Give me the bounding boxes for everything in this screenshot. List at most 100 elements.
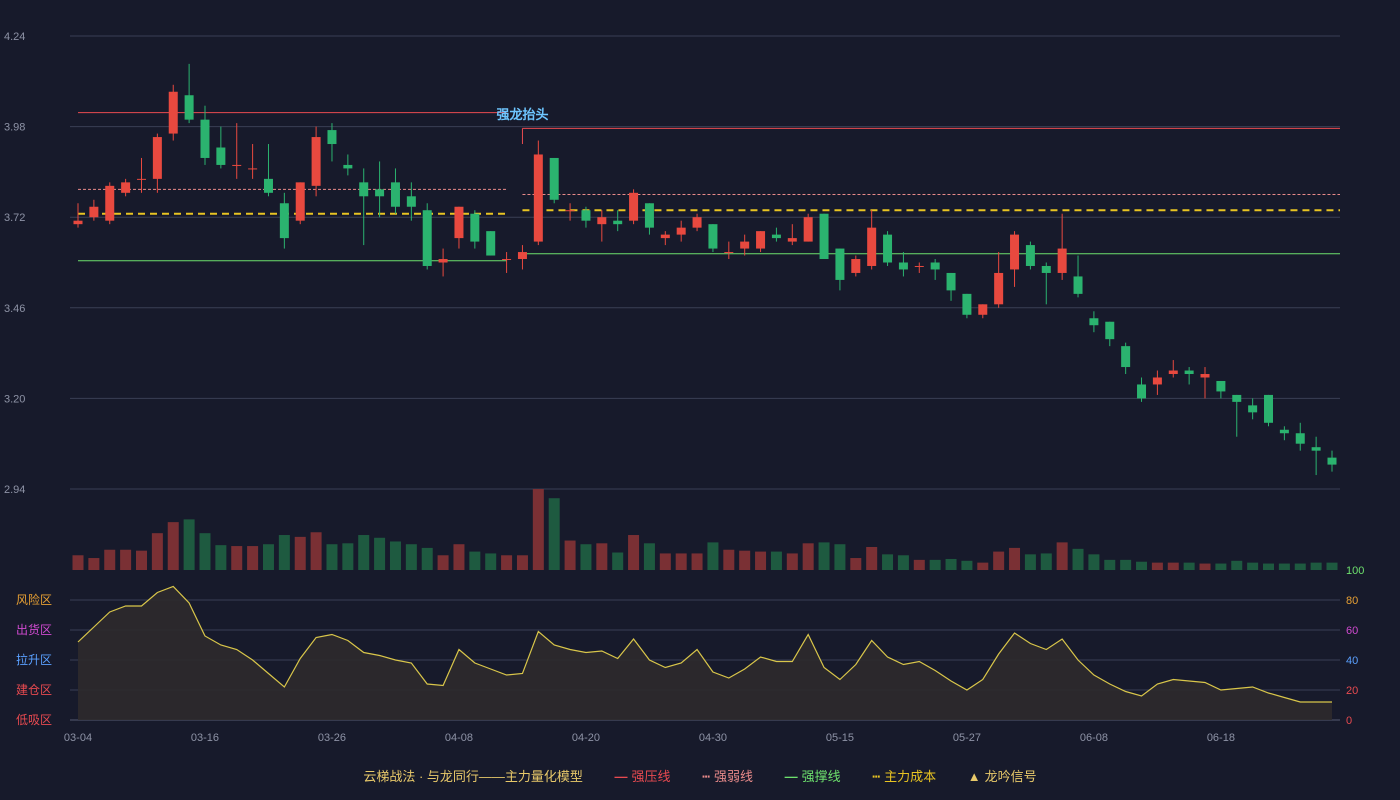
volume-bar <box>1040 553 1052 570</box>
candle-body <box>1232 394 1242 402</box>
candle-body <box>565 210 575 212</box>
volume-bar <box>453 544 465 570</box>
volume-bar <box>135 550 147 570</box>
volume-bar <box>993 551 1005 570</box>
candle-body <box>184 95 194 120</box>
volume-bar <box>358 535 370 570</box>
volume-bar <box>770 551 782 570</box>
price-tick-label: 4.24 <box>4 31 25 43</box>
volume-bar <box>501 555 513 570</box>
volume-bar <box>897 555 909 570</box>
volume-bar <box>1231 560 1243 570</box>
volume-bar <box>88 558 100 570</box>
candle-body <box>740 241 750 249</box>
candle-body <box>200 119 210 158</box>
candle-body <box>660 234 670 239</box>
candle-body <box>136 178 146 180</box>
annotation-label: 强龙抬头 <box>496 107 548 122</box>
volume-bar <box>818 542 830 570</box>
zone-label: 风险区 <box>16 592 52 607</box>
volume-bar <box>596 543 608 570</box>
volume-bar <box>1088 554 1100 570</box>
price-tick-label: 3.20 <box>4 393 25 405</box>
legend-item-signal: ▲ 龙吟信号 <box>967 769 1037 784</box>
candle-body <box>1073 276 1083 294</box>
volume-bar <box>262 544 274 570</box>
volume-bar <box>675 553 687 570</box>
price-tick-label: 3.46 <box>4 303 25 315</box>
volume-bar <box>1009 547 1021 570</box>
candle-body <box>375 189 385 197</box>
candle-body <box>756 231 766 249</box>
volume-bar <box>167 522 179 570</box>
candle-body <box>248 168 258 170</box>
legend-title: 云梯战法 · 与龙同行——主力量化模型 <box>363 769 583 784</box>
candle-body <box>1057 248 1067 273</box>
candle-body <box>470 213 480 242</box>
candle-body <box>1137 384 1147 399</box>
volume-bar <box>961 560 973 570</box>
candle-body <box>692 217 702 228</box>
volume-bar <box>231 546 243 570</box>
candle-body <box>232 164 242 166</box>
candle-body <box>279 203 289 239</box>
x-tick-label: 05-15 <box>826 732 854 744</box>
volume-bar <box>802 543 814 570</box>
legend-item-resist: — 强压线 <box>614 769 671 784</box>
x-tick-label: 06-18 <box>1207 732 1235 744</box>
candle-body <box>597 217 607 225</box>
volume-bar <box>215 545 227 570</box>
candle-body <box>708 224 718 249</box>
volume-bar <box>1215 563 1227 570</box>
candlestick-series <box>73 63 1337 476</box>
volume-bar <box>532 489 544 570</box>
candle-body <box>152 137 162 179</box>
candle-body <box>422 210 432 266</box>
candle-body <box>581 210 591 221</box>
volume-bar <box>1247 562 1259 570</box>
volume-bar <box>389 541 401 570</box>
candle-body <box>851 259 861 273</box>
candle-body <box>1168 370 1178 375</box>
candle-body <box>994 272 1004 305</box>
candle-body <box>644 203 654 228</box>
volume-bar <box>882 554 894 570</box>
volume-bar <box>72 555 84 570</box>
volume-bar <box>628 535 640 570</box>
volume-bar <box>723 549 735 570</box>
candle-body <box>263 178 273 193</box>
volume-bar <box>866 546 878 570</box>
volume-bar <box>1199 563 1211 570</box>
osc-tick-label: 40 <box>1346 655 1358 667</box>
price-level-lines <box>78 112 1340 262</box>
candle-body <box>787 238 797 242</box>
candle-body <box>1152 377 1162 385</box>
candle-body <box>771 234 781 239</box>
osc-tick-label: 60 <box>1346 625 1358 637</box>
volume-bar <box>1294 563 1306 570</box>
volume-bar <box>120 549 132 570</box>
candle-body <box>390 182 400 207</box>
volume-bar <box>659 553 671 570</box>
candle-body <box>216 147 226 165</box>
x-tick-label: 03-16 <box>191 732 219 744</box>
volume-bar <box>374 537 386 570</box>
legend-item-support: — 强撑线 <box>784 769 841 784</box>
candle-body <box>89 206 99 218</box>
volume-bar <box>929 559 941 570</box>
price-tick-label: 2.94 <box>4 484 25 496</box>
candle-body <box>1295 433 1305 444</box>
volume-bar <box>1326 562 1338 570</box>
candle-body <box>1327 457 1337 465</box>
volume-bar <box>739 550 751 570</box>
axis-labels: 2.94 3.20 3.46 3.72 3.98 4.24 0 20 40 60 80 100 低吸区 建… <box>4 31 1364 744</box>
candle-body <box>1248 405 1258 413</box>
candle-body <box>359 182 369 197</box>
candle-body <box>517 252 527 260</box>
volume-bar <box>1310 562 1322 570</box>
price-tick-label: 3.72 <box>4 212 25 224</box>
candle-body <box>549 157 559 200</box>
candle-body <box>168 91 178 134</box>
volume-bar <box>405 544 417 570</box>
x-tick-label: 04-08 <box>445 732 473 744</box>
